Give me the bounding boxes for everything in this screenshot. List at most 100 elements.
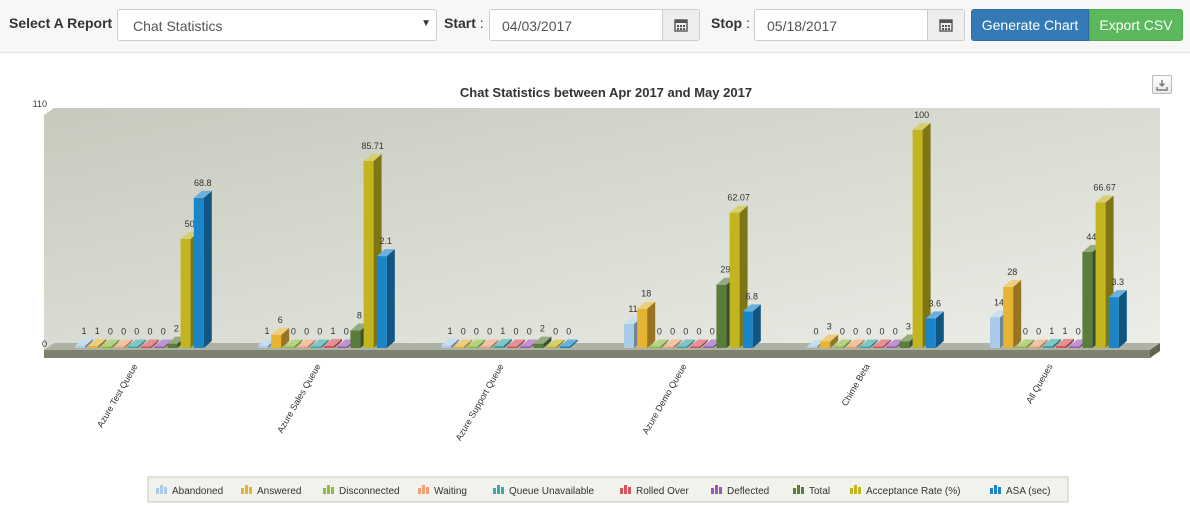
- bar-side: [1118, 290, 1127, 348]
- data-label: 1: [264, 326, 269, 336]
- legend-item[interactable]: Rolled Over: [620, 485, 689, 497]
- bar[interactable]: 1: [1042, 326, 1061, 348]
- bar[interactable]: 0: [859, 327, 878, 349]
- bar-front: [101, 346, 112, 348]
- bar[interactable]: 0: [663, 327, 682, 349]
- bar[interactable]: 3.6: [925, 298, 944, 348]
- bar[interactable]: 0: [454, 327, 473, 349]
- data-label: 3: [906, 321, 911, 331]
- data-label: 11: [628, 304, 637, 314]
- report-select[interactable]: Chat Statistics ▼: [117, 9, 437, 41]
- report-label: Select A Report: [9, 15, 113, 31]
- bar[interactable]: 6: [271, 315, 290, 348]
- bar-top: [1095, 195, 1114, 203]
- bar[interactable]: 3: [820, 321, 839, 348]
- bar-side: [203, 190, 212, 348]
- start-date-value: 04/03/2017: [502, 18, 573, 34]
- bar-side: [660, 339, 669, 348]
- bar[interactable]: 0: [467, 327, 486, 349]
- bar[interactable]: 18: [637, 289, 656, 348]
- data-label: 0: [853, 327, 858, 337]
- bar[interactable]: 68.8: [193, 178, 212, 348]
- legend-item[interactable]: Queue Unavailable: [493, 485, 594, 497]
- bar[interactable]: 3.3: [1108, 277, 1127, 348]
- bar-top: [141, 339, 159, 347]
- bar[interactable]: 0: [114, 327, 133, 349]
- data-label: 50: [185, 219, 195, 229]
- data-label: 14: [994, 297, 1004, 307]
- legend-item[interactable]: Acceptance Rate (%): [850, 485, 961, 497]
- bar-side: [856, 339, 865, 348]
- legend-item[interactable]: Deflected: [711, 485, 769, 497]
- download-icon[interactable]: [1152, 75, 1172, 94]
- bar-chart-icon: [850, 485, 861, 494]
- bar-front: [520, 346, 531, 348]
- legend-item[interactable]: Disconnected: [323, 485, 400, 497]
- report-select-value: Chat Statistics: [133, 18, 223, 34]
- bar-top: [480, 339, 499, 347]
- bar-front: [637, 308, 648, 348]
- bar[interactable]: 0: [141, 327, 159, 349]
- legend-item[interactable]: ASA (sec): [990, 485, 1050, 497]
- bar[interactable]: 1: [1056, 326, 1074, 348]
- bar[interactable]: 0: [480, 327, 499, 349]
- bar[interactable]: 0: [676, 327, 695, 349]
- legend-item[interactable]: Answered: [241, 485, 301, 497]
- bar[interactable]: 1: [441, 326, 459, 348]
- bar[interactable]: 0: [310, 327, 329, 349]
- calendar-icon[interactable]: [927, 10, 964, 40]
- bar-side: [281, 327, 290, 348]
- bar[interactable]: 0: [127, 327, 146, 349]
- start-date-field[interactable]: 04/03/2017: [489, 9, 700, 41]
- bar-front: [271, 334, 282, 348]
- legend-item[interactable]: Abandoned: [156, 485, 223, 497]
- generate-chart-button[interactable]: Generate Chart: [971, 9, 1089, 41]
- legend-item[interactable]: Total: [793, 485, 830, 497]
- bar[interactable]: 0: [546, 327, 565, 349]
- bar[interactable]: 0: [559, 327, 578, 349]
- bar[interactable]: 2: [533, 324, 552, 348]
- bar[interactable]: 0: [690, 327, 708, 349]
- data-label: 3: [827, 321, 832, 331]
- bar[interactable]: 1: [493, 326, 512, 348]
- bar[interactable]: 0: [650, 327, 669, 349]
- bar[interactable]: 0: [873, 327, 891, 349]
- bar[interactable]: 0: [1016, 327, 1035, 349]
- bar[interactable]: 28: [1003, 267, 1022, 348]
- bar-top: [1016, 339, 1035, 347]
- bar[interactable]: 0: [507, 327, 525, 349]
- data-label: 0: [840, 327, 845, 337]
- bar-front: [899, 341, 910, 348]
- stop-date-value: 05/18/2017: [767, 18, 838, 34]
- bar[interactable]: 100: [912, 110, 931, 348]
- data-label: 1: [81, 326, 86, 336]
- bar-top: [127, 339, 146, 347]
- bar-front: [507, 346, 517, 348]
- y-tick-label: 110: [33, 99, 47, 109]
- bar-top: [650, 339, 669, 347]
- bar[interactable]: 0: [833, 327, 852, 349]
- bar[interactable]: 6.8: [742, 291, 761, 348]
- stop-label-text: Stop: [711, 15, 743, 31]
- bar-front: [559, 346, 570, 348]
- bar-side: [556, 339, 565, 348]
- bar-side: [869, 339, 878, 348]
- bar[interactable]: 1: [75, 326, 93, 348]
- calendar-icon[interactable]: [662, 10, 699, 40]
- data-label: 0: [553, 327, 558, 337]
- bar-side: [503, 338, 512, 348]
- bar-side: [569, 339, 578, 348]
- bar-side: [464, 339, 473, 348]
- bar-front: [258, 345, 268, 348]
- bar[interactable]: 1: [324, 326, 342, 348]
- bar[interactable]: 0: [297, 327, 316, 349]
- bar[interactable]: 2.1: [376, 236, 395, 348]
- bar[interactable]: 0: [1029, 327, 1048, 349]
- bar[interactable]: 1: [88, 326, 107, 348]
- legend-item[interactable]: Waiting: [418, 485, 467, 497]
- bar[interactable]: 0: [284, 327, 303, 349]
- bar[interactable]: 0: [846, 327, 865, 349]
- export-csv-button[interactable]: Export CSV: [1089, 9, 1183, 41]
- stop-date-field[interactable]: 05/18/2017: [754, 9, 965, 41]
- bar[interactable]: 0: [101, 327, 120, 349]
